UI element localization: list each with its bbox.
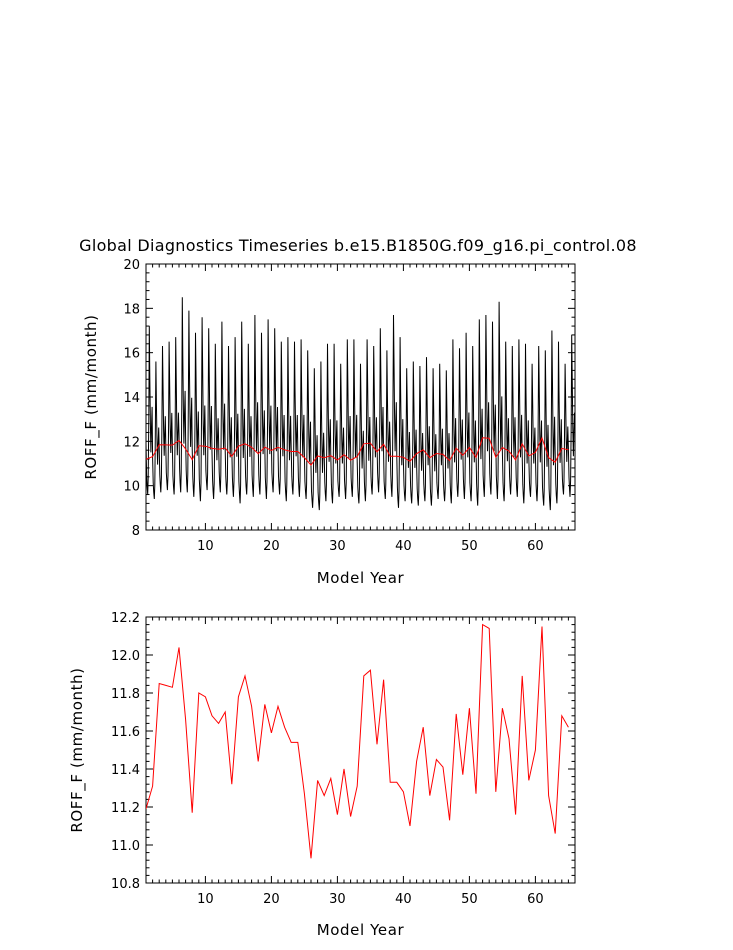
x-tick-label: 60 bbox=[527, 892, 544, 907]
timeseries-panel-annual: 10 20 30 40 50 60 10.8 11.0 11.2 11.4 11.6 11.8 12.0… bbox=[68, 611, 576, 939]
series-annual-mean-line bbox=[146, 436, 569, 466]
y-tick-label: 12.2 bbox=[111, 611, 140, 626]
y-tick-label: 18 bbox=[123, 302, 140, 317]
y-tick-label: 11.2 bbox=[111, 801, 140, 816]
y-tick-label: 11.0 bbox=[111, 839, 140, 854]
x-tick-label: 20 bbox=[263, 539, 280, 554]
y-tick-label: 20 bbox=[123, 258, 140, 273]
y-tick-label: 14 bbox=[123, 391, 140, 406]
x-tick-label: 20 bbox=[263, 892, 280, 907]
plot-frame bbox=[145, 616, 576, 884]
y-tick-label: 8 bbox=[132, 524, 140, 539]
x-tick-label: 60 bbox=[527, 539, 544, 554]
y-tick-label: 12 bbox=[123, 435, 140, 450]
y-tick-label: 11.4 bbox=[111, 763, 140, 778]
y-tick-label: 11.6 bbox=[111, 725, 140, 740]
timeseries-panel-monthly: 10 20 30 40 50 60 8 10 12 14 16 18 20 Model Year ROFF_… bbox=[82, 258, 576, 587]
y-tick-label: 16 bbox=[123, 347, 140, 362]
y-axis-label: ROFF_F (mm/month) bbox=[68, 667, 87, 832]
series-monthly-line bbox=[146, 297, 575, 511]
y-tick-label: 12.0 bbox=[111, 649, 140, 664]
x-tick-label: 30 bbox=[329, 892, 346, 907]
x-tick-label: 50 bbox=[461, 539, 478, 554]
y-tick-label: 10.8 bbox=[111, 877, 140, 892]
x-tick-label: 50 bbox=[461, 892, 478, 907]
y-tick-label: 11.8 bbox=[111, 687, 140, 702]
y-tick-label: 10 bbox=[123, 480, 140, 495]
x-tick-label: 10 bbox=[197, 892, 214, 907]
x-tick-label: 10 bbox=[197, 539, 214, 554]
chart-title: Global Diagnostics Timeseries b.e15.B185… bbox=[79, 236, 637, 256]
x-axis-label: Model Year bbox=[317, 921, 405, 939]
y-axis-label: ROFF_F (mm/month) bbox=[82, 314, 101, 479]
x-tick-label: 40 bbox=[395, 539, 412, 554]
x-tick-label: 40 bbox=[395, 892, 412, 907]
x-axis-label: Model Year bbox=[317, 569, 405, 587]
series-annual-mean-line bbox=[146, 623, 569, 859]
x-tick-label: 30 bbox=[329, 539, 346, 554]
